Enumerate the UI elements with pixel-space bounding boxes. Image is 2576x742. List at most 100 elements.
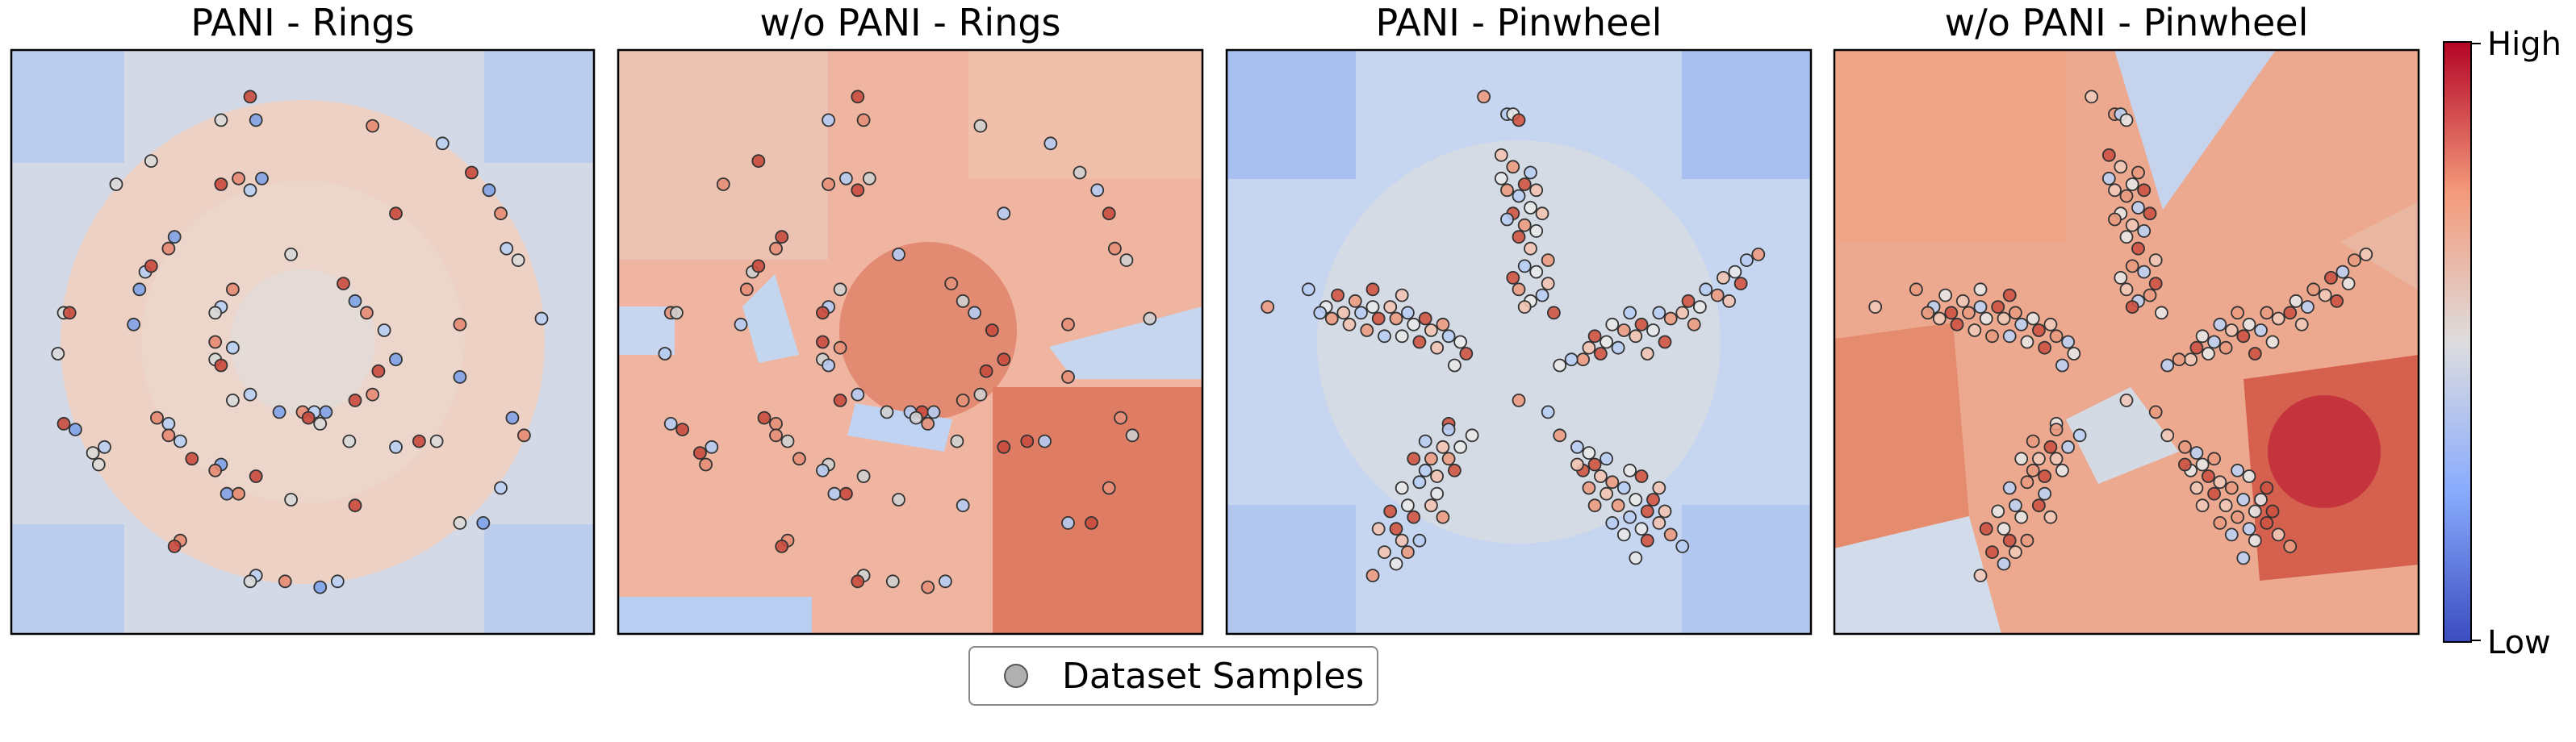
sample-point <box>658 347 672 361</box>
sample-point <box>1991 504 2005 519</box>
sample-point <box>1646 323 1660 337</box>
sample-point <box>2101 171 2116 186</box>
sample-point <box>973 387 988 402</box>
sample-point <box>1407 452 1421 466</box>
sample-point <box>1640 504 1654 519</box>
plot-frame <box>1225 48 1813 636</box>
sample-point <box>1395 481 1409 495</box>
sample-point <box>1424 323 1438 337</box>
sample-point <box>775 230 789 244</box>
sample-point <box>1658 335 1672 349</box>
sample-point <box>979 364 993 378</box>
sample-point <box>1582 446 1596 460</box>
sample-point <box>1675 540 1690 553</box>
sample-point <box>1979 311 1993 326</box>
sample-point <box>2265 335 2280 349</box>
sample-point <box>1938 288 1953 302</box>
sample-point <box>1383 300 1398 315</box>
sample-point <box>2231 463 2245 477</box>
sample-point <box>1646 493 1660 506</box>
sample-point <box>2119 393 2134 407</box>
sample-point <box>2201 347 2215 361</box>
sample-point <box>827 486 842 501</box>
sample-point <box>511 253 525 268</box>
sample-point <box>1739 253 1754 268</box>
sample-point <box>1629 329 1643 344</box>
sample-point <box>91 457 106 472</box>
sample-point <box>1108 241 1122 256</box>
sample-point <box>2038 340 2052 355</box>
sample-point <box>1634 469 1649 483</box>
sample-point <box>1395 329 1409 344</box>
sample-point <box>453 369 467 384</box>
sample-point <box>389 440 403 454</box>
sample-point <box>1261 300 1275 315</box>
sample-point <box>225 282 240 297</box>
sample-point <box>69 423 82 436</box>
sample-point <box>1973 300 1988 315</box>
sample-point <box>1465 428 1479 443</box>
sample-point <box>1535 206 1549 221</box>
sample-point <box>2207 452 2222 466</box>
sample-point <box>1570 440 1584 454</box>
panel-title: w/o PANI - Pinwheel <box>1945 1 2309 44</box>
sample-point <box>1430 486 1444 501</box>
plot-frame <box>617 48 1204 636</box>
sample-point <box>1324 311 1339 326</box>
sample-point <box>301 411 316 425</box>
sample-point <box>161 241 176 256</box>
sample-point <box>208 335 223 349</box>
sample-point <box>2323 270 2338 285</box>
sample-point <box>167 540 182 553</box>
sample-point <box>1043 136 1058 151</box>
sample-point <box>833 282 847 297</box>
sample-point <box>2049 423 2064 436</box>
sample-point <box>2026 311 2040 326</box>
sample-point <box>2038 469 2052 483</box>
sample-point <box>2248 504 2262 519</box>
sample-point <box>2201 469 2215 483</box>
sample-point <box>1991 300 2005 315</box>
sample-point <box>1418 463 1432 477</box>
sample-point <box>1973 569 1988 582</box>
sample-point <box>921 417 935 431</box>
sample-point <box>1582 340 1596 355</box>
sample-point <box>1020 434 1035 448</box>
samples <box>1261 90 1766 582</box>
sample-point <box>1541 277 1555 291</box>
panel-title: w/o PANI - Rings <box>759 1 1060 44</box>
sample-point <box>1681 294 1696 308</box>
sample-point <box>851 387 865 402</box>
sample-point <box>1378 329 1391 344</box>
sample-point <box>2137 223 2152 238</box>
sample-point <box>1477 90 1491 104</box>
sample-point <box>1517 259 1532 273</box>
sample-point <box>1512 230 1526 244</box>
legend-marker <box>1004 664 1028 688</box>
sample-point <box>1600 486 1613 501</box>
sample-point <box>500 241 514 256</box>
sample-point <box>1360 323 1374 337</box>
sample-point <box>1395 533 1409 548</box>
sample-point <box>2101 148 2116 162</box>
sample-point <box>1430 469 1444 483</box>
sample-point <box>1611 340 1625 355</box>
sample-point <box>1412 533 1427 548</box>
sample-point <box>816 306 830 320</box>
sample-point <box>2213 516 2227 530</box>
sample-point <box>880 405 894 419</box>
sample-point <box>1441 423 1456 436</box>
sample-point <box>2002 481 2017 495</box>
sample-point <box>2260 481 2274 495</box>
sample-point <box>1313 306 1328 320</box>
sample-point <box>2148 253 2163 268</box>
sample-point <box>2119 230 2134 244</box>
sample-point <box>249 469 263 483</box>
sample-point <box>2195 329 2210 344</box>
sample-point <box>2254 323 2268 337</box>
sample-point <box>2260 516 2274 530</box>
panel-wo-pani-rings: w/o PANI - Rings <box>617 1 1204 636</box>
sample-point <box>1090 183 1105 198</box>
samples <box>51 90 549 594</box>
sample-point <box>944 277 959 291</box>
